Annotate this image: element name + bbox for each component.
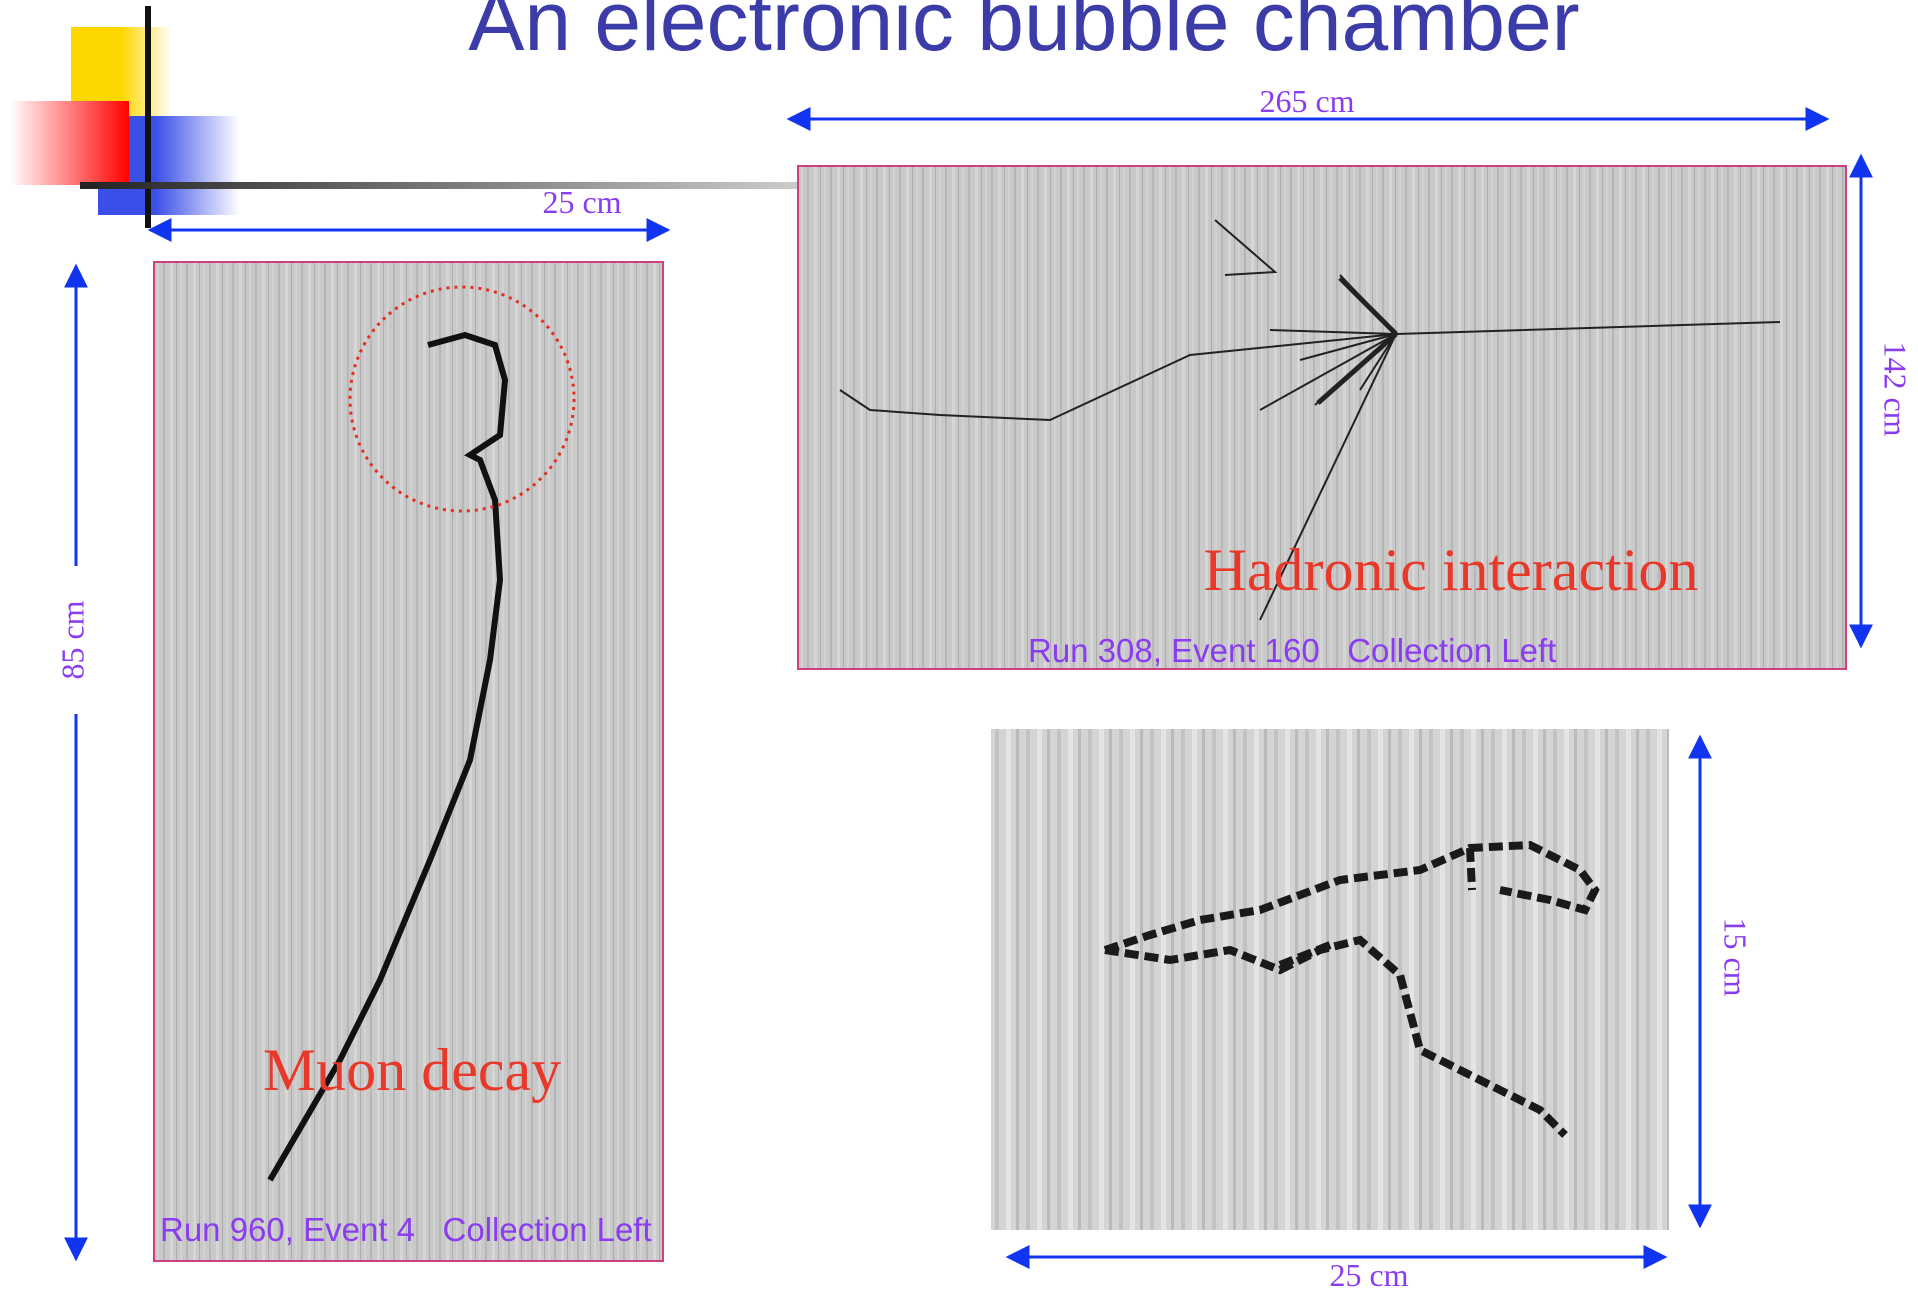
- title: An electronic bubble chamber: [468, 0, 1579, 68]
- panel-label: Hadronic interaction: [1204, 537, 1699, 603]
- hadronic-panel: Hadronic interaction Run 308, Event 160 …: [789, 83, 1914, 669]
- slide: An electronic bubble chamber Muon decay …: [0, 0, 1918, 1292]
- height-label: 142 cm: [1878, 341, 1914, 436]
- run-info: Run 960, Event 4 Collection Left: [160, 1211, 652, 1248]
- shower-panel: 15 cm 25 cm: [991, 729, 1754, 1292]
- muon-panel: Muon decay Run 960, Event 4 Collection L…: [54, 184, 668, 1261]
- panel-label: Muon decay: [263, 1037, 561, 1103]
- run-info: Run 308, Event 160 Collection Left: [1028, 632, 1556, 669]
- height-label: 15 cm: [1718, 917, 1754, 996]
- width-label: 25 cm: [542, 184, 621, 220]
- width-label: 25 cm: [1329, 1257, 1408, 1292]
- height-label: 85 cm: [54, 600, 90, 679]
- width-label: 265 cm: [1259, 83, 1354, 119]
